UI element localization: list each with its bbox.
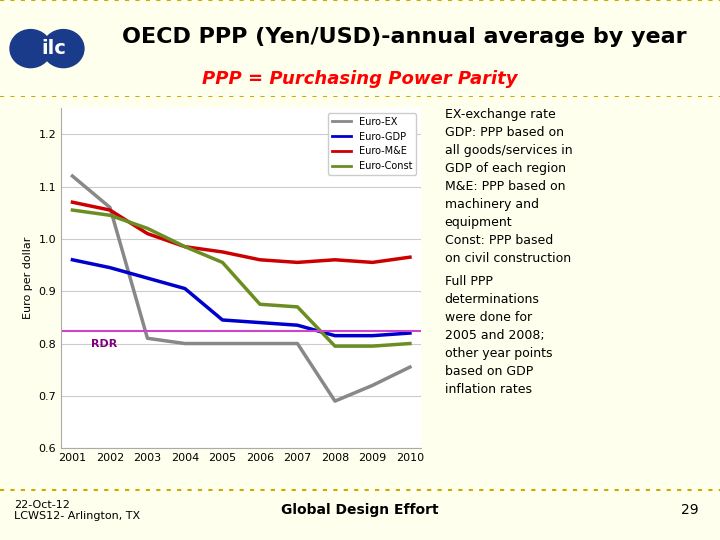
Text: ilc: ilc <box>42 39 66 58</box>
Euro-EX <box>143 335 152 341</box>
Line: Euro-Const: Euro-Const <box>73 210 410 346</box>
Line: Euro-M&E: Euro-M&E <box>73 202 410 262</box>
Euro-EX <box>181 340 189 347</box>
Text: PPP = Purchasing Power Parity: PPP = Purchasing Power Parity <box>202 70 518 88</box>
Euro-M&E <box>143 231 152 237</box>
Euro-M&E <box>68 199 77 205</box>
Euro-EX <box>68 173 77 179</box>
Euro-Const <box>368 343 377 349</box>
Euro-EX <box>106 204 114 211</box>
Euro-EX <box>368 382 377 389</box>
Euro-Const <box>68 207 77 213</box>
Euro-Const <box>330 343 339 349</box>
Line: Euro-EX: Euro-EX <box>73 176 410 401</box>
Euro-M&E <box>330 256 339 263</box>
Line: Euro-GDP: Euro-GDP <box>73 260 410 336</box>
Euro-GDP <box>106 265 114 271</box>
Text: 29: 29 <box>681 503 698 517</box>
Euro-Const <box>293 303 302 310</box>
Legend: Euro-EX, Euro-GDP, Euro-M&E, Euro-Const: Euro-EX, Euro-GDP, Euro-M&E, Euro-Const <box>328 113 416 175</box>
Euro-Const <box>218 259 227 266</box>
Euro-GDP <box>368 333 377 339</box>
Euro-M&E <box>368 259 377 266</box>
Text: Full PPP
determinations
were done for
2005 and 2008;
other year points
based on : Full PPP determinations were done for 20… <box>445 275 552 396</box>
Euro-GDP <box>218 317 227 323</box>
Euro-Const <box>181 244 189 250</box>
Euro-EX <box>293 340 302 347</box>
Euro-M&E <box>106 207 114 213</box>
Euro-Const <box>106 212 114 219</box>
Euro-EX <box>330 398 339 404</box>
Euro-GDP <box>293 322 302 328</box>
Euro-GDP <box>330 333 339 339</box>
Euro-GDP <box>143 275 152 281</box>
Circle shape <box>10 30 51 68</box>
Text: RDR: RDR <box>91 339 117 349</box>
Text: 22-Oct-12
LCWS12- Arlington, TX: 22-Oct-12 LCWS12- Arlington, TX <box>14 500 140 521</box>
Euro-M&E <box>218 249 227 255</box>
Euro-Const <box>256 301 264 307</box>
Circle shape <box>42 30 84 68</box>
Y-axis label: Euro per dollar: Euro per dollar <box>23 237 33 319</box>
Euro-Const <box>405 340 414 347</box>
Euro-M&E <box>405 254 414 260</box>
Euro-EX <box>218 340 227 347</box>
Text: Global Design Effort: Global Design Effort <box>282 503 438 517</box>
Euro-M&E <box>256 256 264 263</box>
Euro-Const <box>143 225 152 232</box>
Euro-GDP <box>181 285 189 292</box>
Euro-GDP <box>68 256 77 263</box>
Euro-GDP <box>405 330 414 336</box>
Euro-GDP <box>256 319 264 326</box>
Euro-EX <box>256 340 264 347</box>
Euro-M&E <box>293 259 302 266</box>
Text: EX-exchange rate
GDP: PPP based on
all goods/services in
GDP of each region
M&E:: EX-exchange rate GDP: PPP based on all g… <box>445 108 572 265</box>
Text: OECD PPP (Yen/USD)-annual average by year: OECD PPP (Yen/USD)-annual average by yea… <box>122 27 687 47</box>
Euro-EX <box>405 364 414 370</box>
Euro-M&E <box>181 244 189 250</box>
